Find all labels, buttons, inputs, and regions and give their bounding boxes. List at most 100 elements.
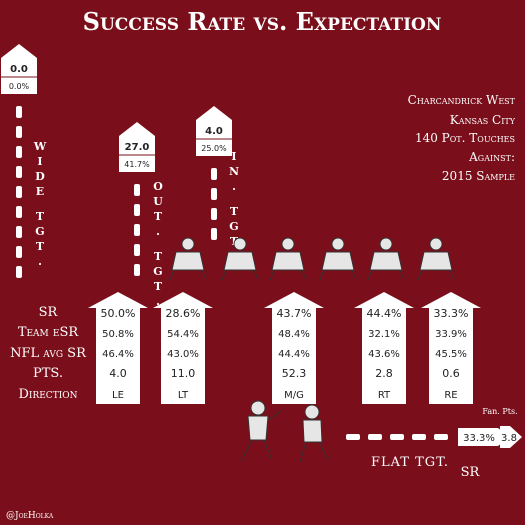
svg-text:I: I bbox=[37, 155, 42, 168]
sr-value: 44.4% bbox=[367, 307, 402, 320]
arrow-shape bbox=[153, 292, 213, 404]
arrow-head bbox=[196, 106, 232, 156]
row-label-pts: PTS. bbox=[33, 366, 63, 381]
svg-text:U: U bbox=[153, 195, 163, 208]
running-back-icon bbox=[299, 404, 329, 463]
dash-segment bbox=[368, 434, 382, 440]
dash-segment bbox=[346, 434, 360, 440]
dash-segment bbox=[16, 166, 22, 178]
svg-text:W: W bbox=[33, 140, 47, 153]
direction-label: RE bbox=[444, 390, 457, 401]
direction-label: LE bbox=[112, 390, 124, 401]
dash-segment bbox=[211, 208, 217, 220]
info-team: Kansas City bbox=[450, 113, 516, 127]
flat-sr-value: 33.3% bbox=[463, 433, 495, 444]
flat-sr-label: SR bbox=[461, 465, 481, 480]
lineman-icon bbox=[169, 237, 207, 281]
info-sample: 2015 Sample bbox=[442, 169, 515, 183]
team-esr-value: 54.4% bbox=[167, 329, 199, 340]
flat-arrow-tip bbox=[500, 426, 522, 448]
arrow-shape bbox=[421, 292, 481, 404]
arrow-shape bbox=[354, 292, 414, 404]
svg-text:T: T bbox=[36, 210, 45, 223]
svg-text:G: G bbox=[229, 220, 238, 233]
quarterback-icon bbox=[241, 400, 283, 461]
dash-segment bbox=[16, 146, 22, 158]
lineman-icon bbox=[269, 237, 307, 281]
pass-target-out: 27.041.7%OUT.TGT. bbox=[119, 122, 163, 308]
nfl-avg-sr-value: 43.0% bbox=[167, 349, 199, 360]
pts-value: 2.8 bbox=[375, 367, 393, 380]
run-arrow-le: 50.0% 50.8% 46.4% 4.0 LE bbox=[88, 292, 148, 404]
pts-value: 11.0 bbox=[171, 367, 196, 380]
sr-value: 25.0% bbox=[201, 144, 227, 153]
pts-value: 52.3 bbox=[282, 367, 307, 380]
flat-target: 33.3% 3.8 Fan. Pts. SR FLAT TGT. bbox=[346, 407, 522, 480]
svg-text:T: T bbox=[230, 205, 239, 218]
info-player: Charcandrick West bbox=[408, 93, 516, 107]
dash-segment bbox=[16, 206, 22, 218]
pts-value: 0.0 bbox=[10, 64, 28, 75]
svg-text:E: E bbox=[36, 185, 44, 198]
row-label-nfl-avg-sr: NFL avg SR bbox=[10, 346, 87, 361]
dash-segment bbox=[134, 264, 140, 276]
dash-segment bbox=[16, 106, 22, 118]
pass-target-arrows: 0.00.0%WIDETGT.27.041.7%OUT.TGT.4.025.0%… bbox=[1, 44, 239, 308]
dash-segment bbox=[211, 168, 217, 180]
dash-segment bbox=[16, 226, 22, 238]
svg-text:O: O bbox=[153, 180, 163, 193]
sr-value: 50.0% bbox=[101, 307, 136, 320]
sr-value: 41.7% bbox=[124, 160, 150, 169]
dash-segment bbox=[16, 186, 22, 198]
lineman-icon bbox=[367, 237, 405, 281]
pts-value: 4.0 bbox=[109, 367, 127, 380]
run-arrow-mg: 43.7% 48.4% 44.4% 52.3 M/G bbox=[264, 292, 324, 404]
row-label-direction: Direction bbox=[18, 387, 77, 402]
pts-value: 27.0 bbox=[125, 142, 150, 153]
dash-segment bbox=[16, 126, 22, 138]
dash-segment bbox=[134, 224, 140, 236]
chart-title: Success Rate vs. Expectation bbox=[83, 7, 442, 36]
sr-value: 0.0% bbox=[9, 82, 30, 91]
arrow-shape bbox=[88, 292, 148, 404]
lineman-icon bbox=[319, 237, 357, 281]
offensive-line-figures bbox=[169, 237, 455, 281]
svg-text:G: G bbox=[153, 265, 162, 278]
backfield-figures bbox=[241, 400, 329, 463]
nfl-avg-sr-value: 45.5% bbox=[435, 349, 467, 360]
svg-text:I: I bbox=[231, 150, 236, 163]
svg-text:T: T bbox=[154, 210, 163, 223]
credit: @JoeHolka bbox=[6, 511, 54, 521]
run-arrow-rt: 44.4% 32.1% 43.6% 2.8 RT bbox=[354, 292, 414, 404]
svg-text:D: D bbox=[35, 170, 45, 183]
nfl-avg-sr-value: 46.4% bbox=[102, 349, 134, 360]
dash-segment bbox=[434, 434, 448, 440]
svg-text:G: G bbox=[35, 225, 44, 238]
dash-segment bbox=[16, 266, 22, 278]
svg-text:T: T bbox=[36, 240, 45, 253]
dash-segment bbox=[211, 188, 217, 200]
direction-label: LT bbox=[178, 390, 189, 401]
sr-value: 28.6% bbox=[166, 307, 201, 320]
sr-value: 43.7% bbox=[277, 307, 312, 320]
team-esr-value: 48.4% bbox=[278, 329, 310, 340]
lineman-icon bbox=[221, 237, 259, 281]
nfl-avg-sr-value: 44.4% bbox=[278, 349, 310, 360]
dash-segment bbox=[390, 434, 404, 440]
run-arrow-re: 33.3% 33.9% 45.5% 0.6 RE bbox=[421, 292, 481, 404]
arrow-shape bbox=[264, 292, 324, 404]
svg-text:N: N bbox=[229, 165, 239, 178]
pts-value: 4.0 bbox=[205, 126, 223, 137]
arrow-head bbox=[1, 44, 37, 94]
info-against: Against: bbox=[468, 150, 515, 164]
dash-segment bbox=[134, 184, 140, 196]
pts-value: 0.6 bbox=[442, 367, 460, 380]
nfl-avg-sr-value: 43.6% bbox=[368, 349, 400, 360]
svg-text:.: . bbox=[156, 225, 160, 238]
pass-target-in: 4.025.0%IN.TGT. bbox=[196, 106, 239, 263]
row-labels: SR Team eSR NFL avg SR PTS. Direction bbox=[10, 305, 87, 402]
